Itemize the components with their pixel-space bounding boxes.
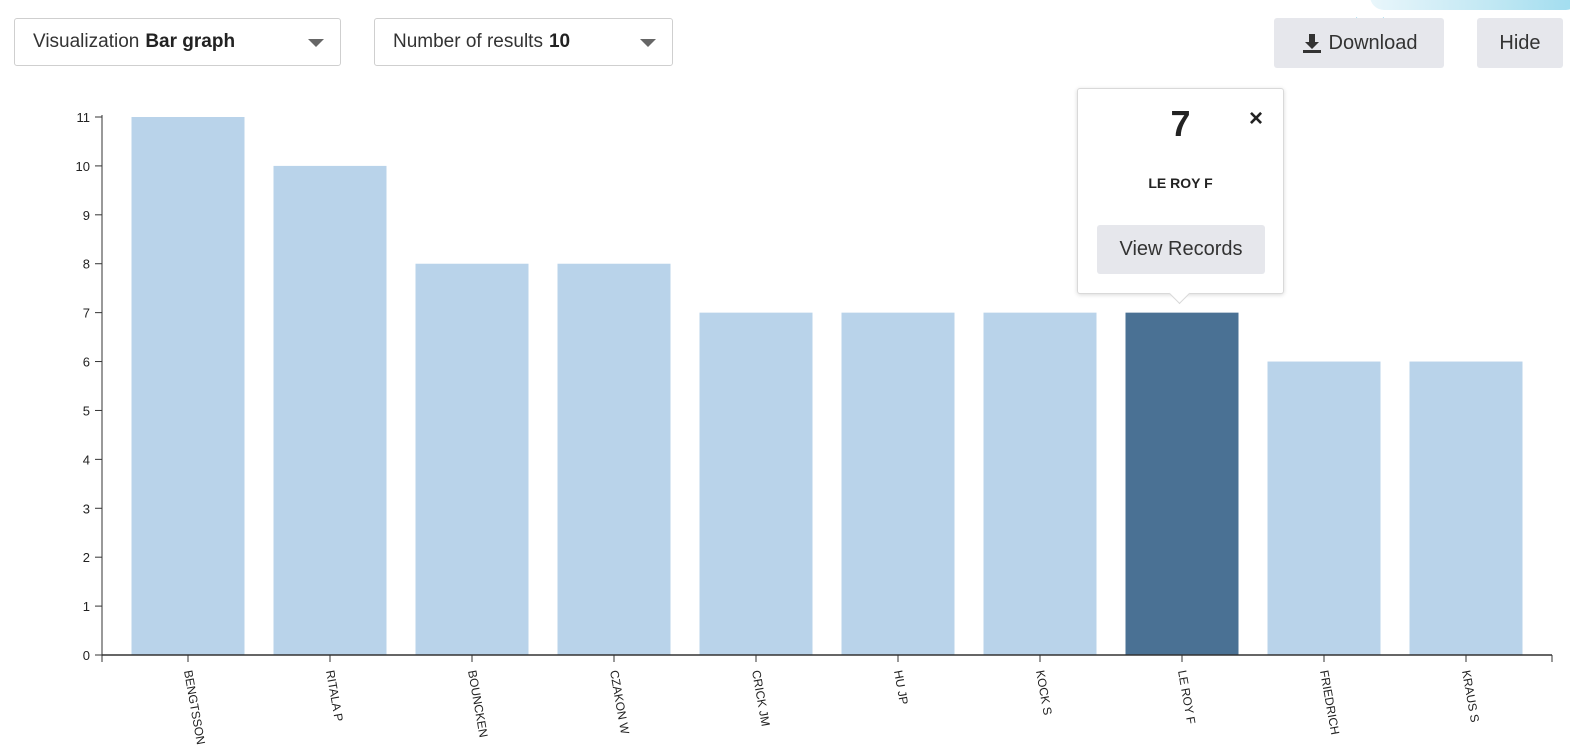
chevron-down-icon bbox=[308, 39, 324, 47]
x-tick-label: CZAKON W bbox=[607, 669, 632, 736]
y-tick-label: 11 bbox=[77, 110, 91, 125]
y-tick-label: 3 bbox=[83, 501, 90, 516]
bar[interactable] bbox=[415, 263, 529, 655]
x-tick-label: HU JP bbox=[891, 669, 911, 706]
y-tick-label: 4 bbox=[83, 452, 90, 467]
corner-decoration bbox=[1370, 0, 1570, 10]
hide-button[interactable]: Hide bbox=[1477, 18, 1563, 68]
download-icon bbox=[1302, 34, 1321, 53]
popover-author-label: LE ROY F bbox=[1148, 175, 1213, 191]
number-of-results-label: Number of results bbox=[393, 31, 543, 52]
chevron-down-icon bbox=[640, 39, 656, 47]
bar[interactable] bbox=[273, 165, 387, 655]
y-tick-label: 0 bbox=[83, 648, 90, 663]
download-button[interactable]: Download bbox=[1274, 18, 1444, 68]
bar[interactable] bbox=[841, 312, 955, 655]
popover-value: 7 bbox=[1170, 103, 1191, 144]
y-tick-label: 8 bbox=[83, 257, 90, 272]
number-of-results-value: 10 bbox=[548, 31, 571, 52]
x-tick-label: RITALA P bbox=[323, 669, 346, 722]
bar[interactable] bbox=[699, 312, 813, 655]
visualization-value: Bar graph bbox=[145, 31, 236, 52]
y-tick-label: 2 bbox=[83, 550, 90, 565]
x-tick-label: BENGTSSON bbox=[181, 669, 208, 746]
y-tick-label: 1 bbox=[83, 599, 90, 614]
number-of-results-dropdown[interactable]: Number of results 10 bbox=[374, 18, 673, 66]
visualization-dropdown[interactable]: Visualization Bar graph bbox=[14, 18, 341, 66]
y-tick-label: 7 bbox=[83, 306, 90, 321]
y-tick-label: 6 bbox=[83, 355, 90, 370]
bar[interactable] bbox=[983, 312, 1097, 655]
bar[interactable] bbox=[1267, 361, 1381, 655]
x-tick-label: FRIEDRICH bbox=[1317, 669, 1342, 736]
visualization-label: Visualization bbox=[33, 31, 140, 52]
y-tick-label: 5 bbox=[83, 403, 90, 418]
x-tick-label: BOUNCKEN bbox=[465, 669, 491, 738]
view-records-button[interactable]: View Records bbox=[1097, 225, 1265, 274]
bar[interactable] bbox=[557, 263, 671, 655]
download-label: Download bbox=[1328, 31, 1418, 54]
x-tick-label: KOCK S bbox=[1033, 669, 1055, 716]
y-tick-label: 10 bbox=[76, 159, 90, 174]
x-tick-label: CRICK JM bbox=[749, 669, 773, 727]
bar[interactable] bbox=[131, 117, 245, 655]
close-icon[interactable]: × bbox=[1248, 105, 1263, 132]
x-tick-label: LE ROY F bbox=[1175, 669, 1198, 725]
x-tick-label: KRAUS S bbox=[1459, 669, 1482, 723]
bar[interactable] bbox=[1409, 361, 1523, 655]
hide-label: Hide bbox=[1499, 31, 1541, 54]
y-tick-label: 9 bbox=[83, 208, 90, 223]
bar-detail-popover: 7 × LE ROY F View Records bbox=[1077, 88, 1284, 305]
bar-selected[interactable] bbox=[1125, 312, 1239, 655]
